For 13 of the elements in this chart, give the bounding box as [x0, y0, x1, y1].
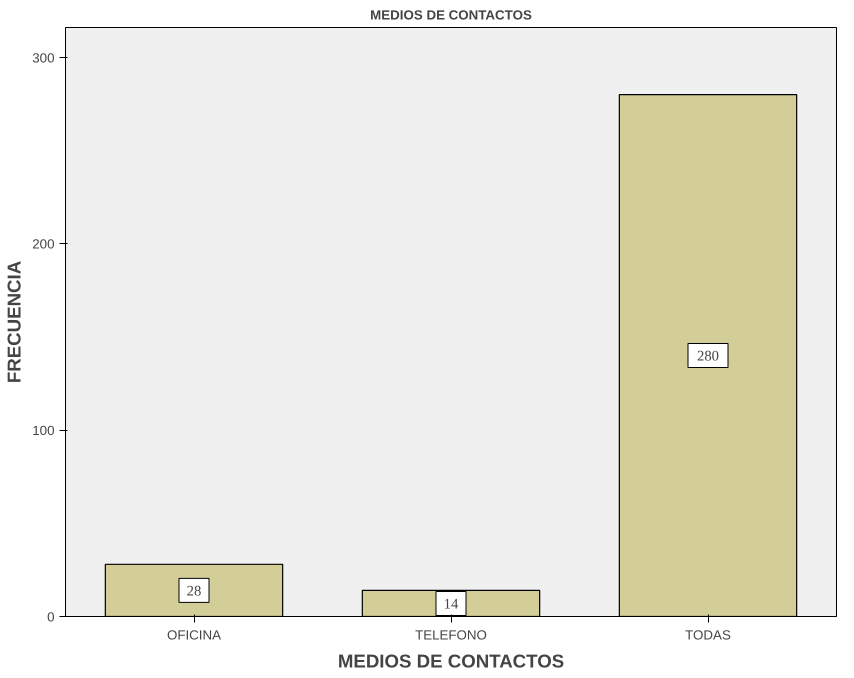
y-tick-label: 200	[32, 236, 55, 252]
chart-title: MEDIOS DE CONTACTOS	[370, 8, 532, 22]
x-axis-title: MEDIOS DE CONTACTOS	[338, 650, 564, 672]
y-tick-label: 100	[32, 423, 55, 438]
data-label: 280	[697, 348, 719, 365]
y-tick-label: 300	[32, 50, 55, 66]
x-tick-label: TODAS	[685, 628, 731, 642]
x-tick-label: TELEFONO	[415, 628, 487, 642]
y-axis-title: FRECUENCIA	[3, 260, 24, 384]
data-label: 28	[186, 583, 202, 600]
data-label: 14	[444, 596, 459, 612]
y-tick-label: 0	[47, 610, 55, 624]
x-tick-label: OFICINA	[166, 628, 222, 642]
